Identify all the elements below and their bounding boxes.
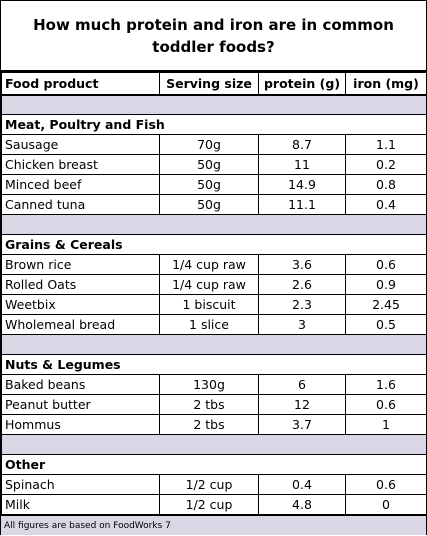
- section-gap: [1, 214, 427, 235]
- cell-protein: 3.6: [258, 254, 346, 275]
- cell-protein: 3: [258, 314, 346, 335]
- cell-iron: 0.8: [345, 174, 427, 195]
- gap-band: [1, 214, 427, 235]
- table-row: Wholemeal bread 1 slice 3 0.5: [1, 314, 427, 335]
- gap-band: [1, 434, 427, 455]
- cell-iron: 0.9: [345, 274, 427, 295]
- cell-serving: 1/4 cup raw: [159, 274, 259, 295]
- section-title: Meat, Poultry and Fish: [1, 114, 427, 135]
- table-row: Chicken breast 50g 11 0.2: [1, 154, 427, 175]
- cell-iron: 2.45: [345, 294, 427, 315]
- cell-food: Spinach: [1, 474, 160, 495]
- section-gap: [1, 94, 427, 115]
- cell-serving: 70g: [159, 134, 259, 155]
- cell-serving: 1/2 cup: [159, 474, 259, 495]
- cell-iron: 1.1: [345, 134, 427, 155]
- cell-serving: 1/2 cup: [159, 494, 259, 515]
- header-protein: protein (g): [258, 72, 346, 96]
- cell-serving: 130g: [159, 374, 259, 395]
- section-header-row: Grains & Cereals: [1, 234, 427, 255]
- table-row: Canned tuna 50g 11.1 0.4: [1, 194, 427, 215]
- cell-food: Brown rice: [1, 254, 160, 275]
- footer-note: All figures are based on FoodWorks 7: [1, 515, 426, 535]
- cell-protein: 3.7: [258, 414, 346, 435]
- section-title: Other: [1, 454, 427, 475]
- cell-serving: 50g: [159, 174, 259, 195]
- section-title: Nuts & Legumes: [1, 354, 427, 375]
- table-row: Brown rice 1/4 cup raw 3.6 0.6: [1, 254, 427, 275]
- cell-protein: 2.6: [258, 274, 346, 295]
- cell-food: Weetbix: [1, 294, 160, 315]
- section-header-row: Meat, Poultry and Fish: [1, 114, 427, 135]
- header-iron: iron (mg): [345, 72, 427, 96]
- table-row: Baked beans 130g 6 1.6: [1, 374, 427, 395]
- section-gap: [1, 334, 427, 355]
- table-row: Spinach 1/2 cup 0.4 0.6: [1, 474, 427, 495]
- table-row: Minced beef 50g 14.9 0.8: [1, 174, 427, 195]
- cell-protein: 2.3: [258, 294, 346, 315]
- table-row: Milk 1/2 cup 4.8 0: [1, 494, 427, 515]
- cell-serving: 1 biscuit: [159, 294, 259, 315]
- cell-protein: 8.7: [258, 134, 346, 155]
- table-row: Rolled Oats 1/4 cup raw 2.6 0.9: [1, 274, 427, 295]
- table-row: Sausage 70g 8.7 1.1: [1, 134, 427, 155]
- cell-iron: 0.6: [345, 254, 427, 275]
- cell-food: Wholemeal bread: [1, 314, 160, 335]
- cell-protein: 11.1: [258, 194, 346, 215]
- cell-food: Chicken breast: [1, 154, 160, 175]
- cell-iron: 0.4: [345, 194, 427, 215]
- gap-band: [1, 334, 427, 355]
- cell-iron: 0.2: [345, 154, 427, 175]
- cell-protein: 4.8: [258, 494, 346, 515]
- cell-serving: 1/4 cup raw: [159, 254, 259, 275]
- cell-iron: 0.5: [345, 314, 427, 335]
- section-header-row: Nuts & Legumes: [1, 354, 427, 375]
- cell-food: Rolled Oats: [1, 274, 160, 295]
- table-row: Weetbix 1 biscuit 2.3 2.45: [1, 294, 427, 315]
- cell-serving: 2 tbs: [159, 414, 259, 435]
- nutrition-table: Food product Serving size protein (g) ir…: [1, 72, 427, 515]
- header-food: Food product: [1, 72, 160, 96]
- cell-iron: 0: [345, 494, 427, 515]
- cell-protein: 11: [258, 154, 346, 175]
- cell-food: Canned tuna: [1, 194, 160, 215]
- cell-iron: 0.6: [345, 474, 427, 495]
- cell-iron: 0.6: [345, 394, 427, 415]
- cell-iron: 1.6: [345, 374, 427, 395]
- cell-protein: 6: [258, 374, 346, 395]
- cell-food: Milk: [1, 494, 160, 515]
- cell-serving: 2 tbs: [159, 394, 259, 415]
- section-gap: [1, 434, 427, 455]
- header-serving: Serving size: [159, 72, 259, 96]
- cell-protein: 0.4: [258, 474, 346, 495]
- table-header-row: Food product Serving size protein (g) ir…: [1, 72, 427, 96]
- cell-food: Peanut butter: [1, 394, 160, 415]
- cell-food: Baked beans: [1, 374, 160, 395]
- cell-serving: 50g: [159, 194, 259, 215]
- cell-protein: 14.9: [258, 174, 346, 195]
- cell-serving: 1 slice: [159, 314, 259, 335]
- cell-food: Sausage: [1, 134, 160, 155]
- gap-band: [1, 94, 427, 115]
- section-header-row: Other: [1, 454, 427, 475]
- table-body: Meat, Poultry and Fish Sausage 70g 8.7 1.1 Ch…: [1, 94, 427, 515]
- page-title: How much protein and iron are in common …: [1, 0, 426, 72]
- table-row: Hommus 2 tbs 3.7 1: [1, 414, 427, 435]
- cell-serving: 50g: [159, 154, 259, 175]
- cell-food: Hommus: [1, 414, 160, 435]
- cell-food: Minced beef: [1, 174, 160, 195]
- cell-iron: 1: [345, 414, 427, 435]
- table-row: Peanut butter 2 tbs 12 0.6: [1, 394, 427, 415]
- section-title: Grains & Cereals: [1, 234, 427, 255]
- cell-protein: 12: [258, 394, 346, 415]
